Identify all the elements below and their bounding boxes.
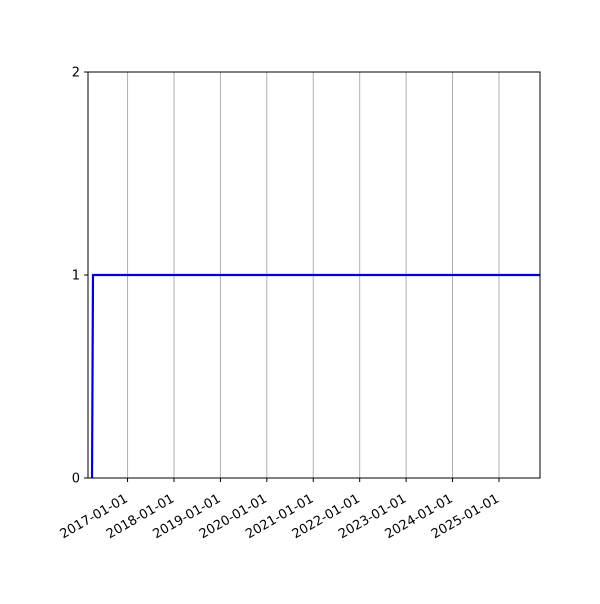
y-tick-label: 0 <box>72 472 80 487</box>
data-line <box>90 273 540 479</box>
y-tick-label: 2 <box>72 66 80 81</box>
y-tick-label: 1 <box>72 269 80 284</box>
